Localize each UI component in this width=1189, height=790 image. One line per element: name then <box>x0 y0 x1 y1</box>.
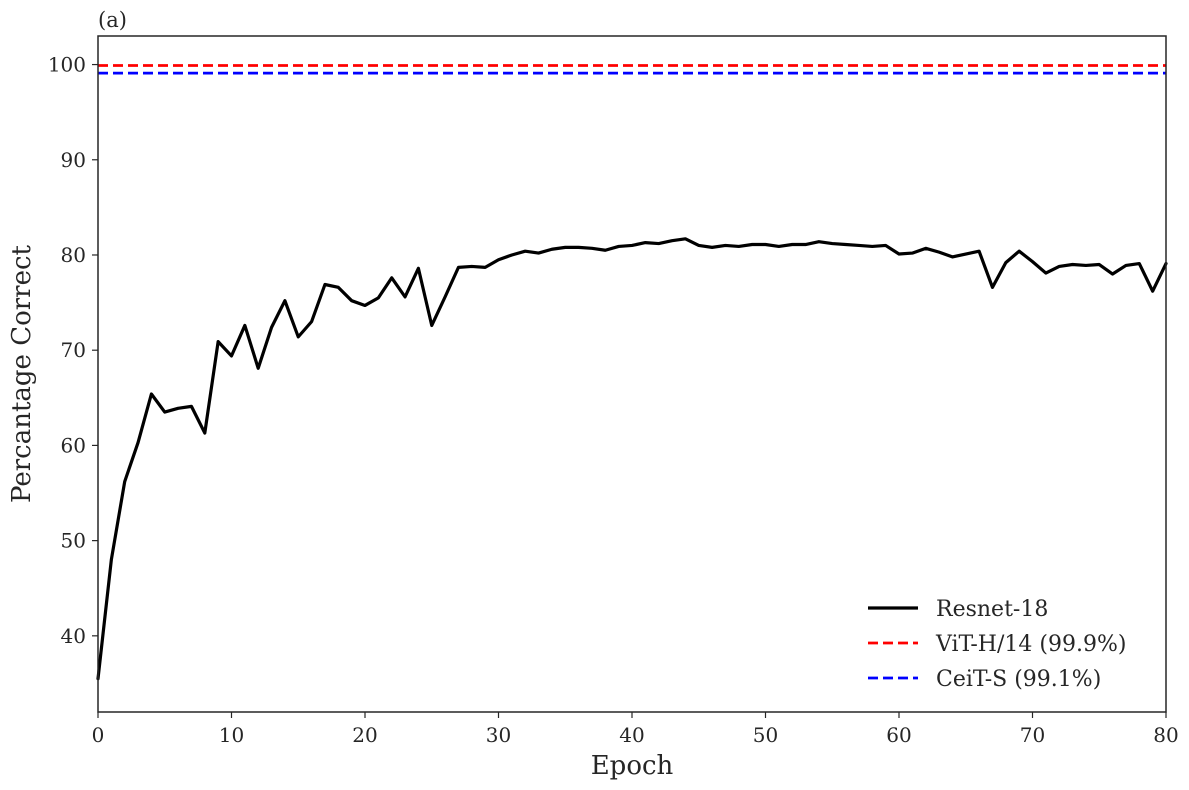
x-axis-ticks: 0 10 20 30 40 50 60 70 80 <box>92 712 1179 747</box>
y-tick-label: 90 <box>61 148 86 172</box>
x-tick-label: 20 <box>352 723 377 747</box>
plot-frame <box>97 35 1167 713</box>
y-tick-label: 50 <box>61 529 86 553</box>
series-layer <box>96 64 1168 681</box>
y-tick-label: 70 <box>61 338 86 362</box>
legend-label: ViT-H/14 (99.9%) <box>935 632 1126 657</box>
x-axis-title: Epoch <box>591 751 674 781</box>
x-tick-label: 80 <box>1153 723 1178 747</box>
y-axis-title: Percantage Correct <box>7 244 37 503</box>
panel-label: (a) <box>98 8 127 32</box>
x-tick-label: 0 <box>92 723 105 747</box>
y-axis-ticks: 40 50 60 70 80 90 100 <box>48 53 98 648</box>
x-tick-label: 30 <box>486 723 511 747</box>
y-tick-label: 100 <box>48 53 86 77</box>
legend: Resnet-18 ViT-H/14 (99.9%) CeiT-S (99.1%) <box>868 597 1126 692</box>
legend-label: Resnet-18 <box>936 597 1048 622</box>
legend-label: CeiT-S (99.1%) <box>936 667 1101 692</box>
x-tick-label: 40 <box>619 723 644 747</box>
x-tick-label: 10 <box>219 723 244 747</box>
y-tick-label: 80 <box>61 243 86 267</box>
x-tick-label: 50 <box>753 723 778 747</box>
x-tick-label: 70 <box>1020 723 1045 747</box>
x-tick-label: 60 <box>886 723 911 747</box>
y-tick-label: 60 <box>61 433 86 457</box>
y-tick-label: 40 <box>61 624 86 648</box>
series-line-0 <box>96 237 1168 681</box>
